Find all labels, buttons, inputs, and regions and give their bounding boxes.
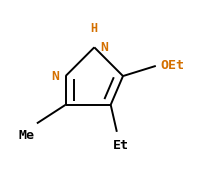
Text: Et: Et — [112, 139, 128, 152]
Text: OEt: OEt — [159, 59, 183, 72]
Text: N: N — [51, 70, 59, 82]
Text: Me: Me — [19, 129, 34, 142]
Text: N: N — [100, 41, 108, 54]
Text: H: H — [90, 22, 97, 35]
